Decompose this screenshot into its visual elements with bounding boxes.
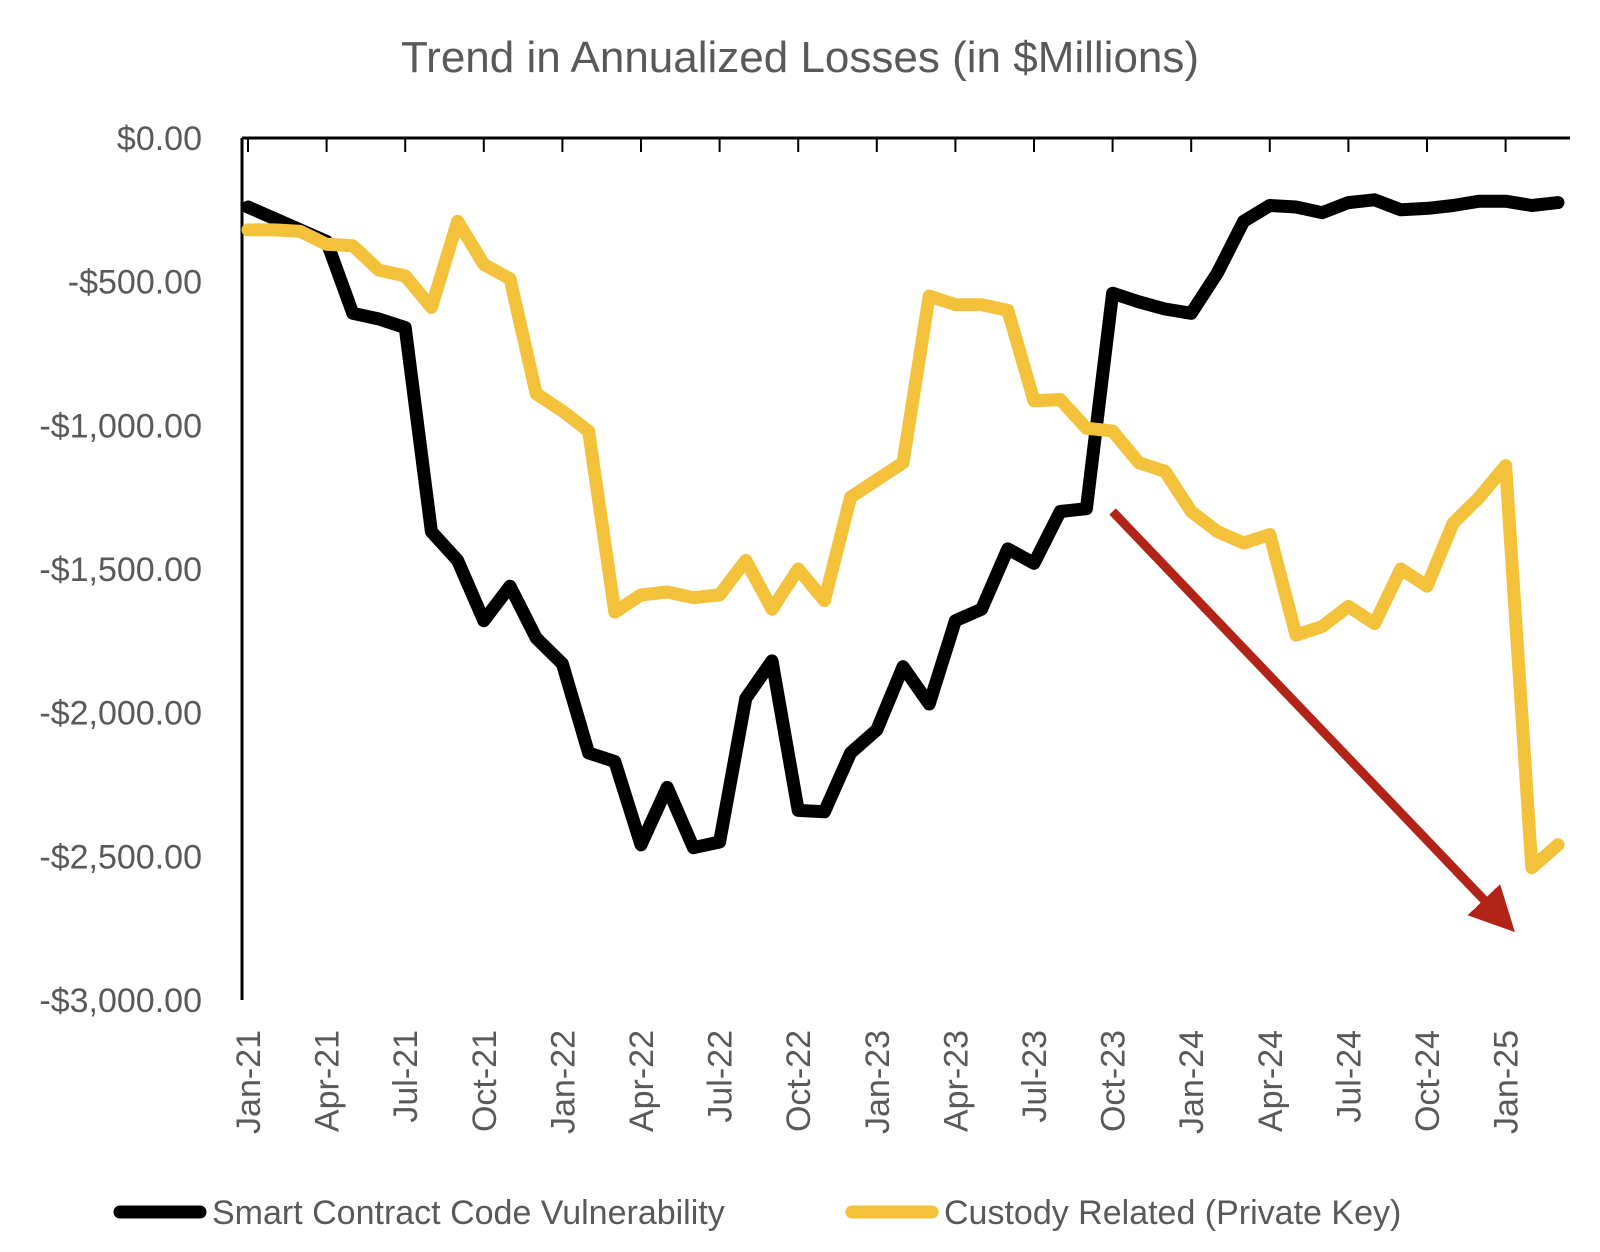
x-tick-label: Jan-22 [544,1030,582,1134]
legend-label: Smart Contract Code Vulnerability [212,1194,725,1232]
y-tick-label: -$2,500.00 [39,838,202,876]
series-line-custody [241,214,1565,875]
x-tick-label: Oct-22 [780,1030,818,1132]
y-tick-label: -$500.00 [68,264,202,302]
x-tick-label: Jul-21 [387,1030,425,1123]
x-tick-label: Jul-24 [1330,1030,1368,1123]
y-tick-label: -$1,000.00 [39,407,202,445]
x-tick-label: Apr-21 [309,1030,347,1132]
x-tick-label: Apr-23 [937,1030,975,1132]
chart-title: Trend in Annualized Losses (in $Millions… [401,33,1199,82]
x-tick-label: Oct-21 [466,1030,504,1132]
series-line-smart-contract [241,193,1565,855]
y-tick-label: $0.00 [117,120,202,158]
x-tick-label: Apr-24 [1252,1030,1290,1132]
axes [240,136,1570,1000]
x-tick-label: Jul-23 [1016,1030,1054,1123]
x-tick-label: Oct-24 [1409,1030,1447,1132]
y-tick-label: -$3,000.00 [39,982,202,1020]
y-tick-label: -$2,000.00 [39,695,202,733]
series-lines [241,193,1565,875]
annotations [1109,508,1515,933]
y-tick-label: -$1,500.00 [39,551,202,589]
y-tick-labels: $0.00 -$500.00 -$1,000.00 -$1,500.00 -$2,000… [39,120,202,1020]
x-tick-label: Apr-22 [623,1030,661,1132]
x-tick-labels: Jan-21 Apr-21 Jul-21 Oct-21 Jan-22 Apr-22 Jul-… [230,1030,1526,1134]
x-tick-label: Jan-21 [230,1030,268,1134]
x-tick-label: Jan-25 [1488,1030,1526,1134]
x-tick-label: Oct-23 [1095,1030,1133,1132]
legend: Smart Contract Code Vulnerability Custody… [113,1194,1401,1232]
x-tick-label: Jul-22 [702,1030,740,1123]
x-tick-label: Jan-24 [1173,1030,1211,1134]
trend-arrow [1109,508,1515,933]
legend-label: Custody Related (Private Key) [944,1194,1401,1232]
x-tick-label: Jan-23 [859,1030,897,1134]
